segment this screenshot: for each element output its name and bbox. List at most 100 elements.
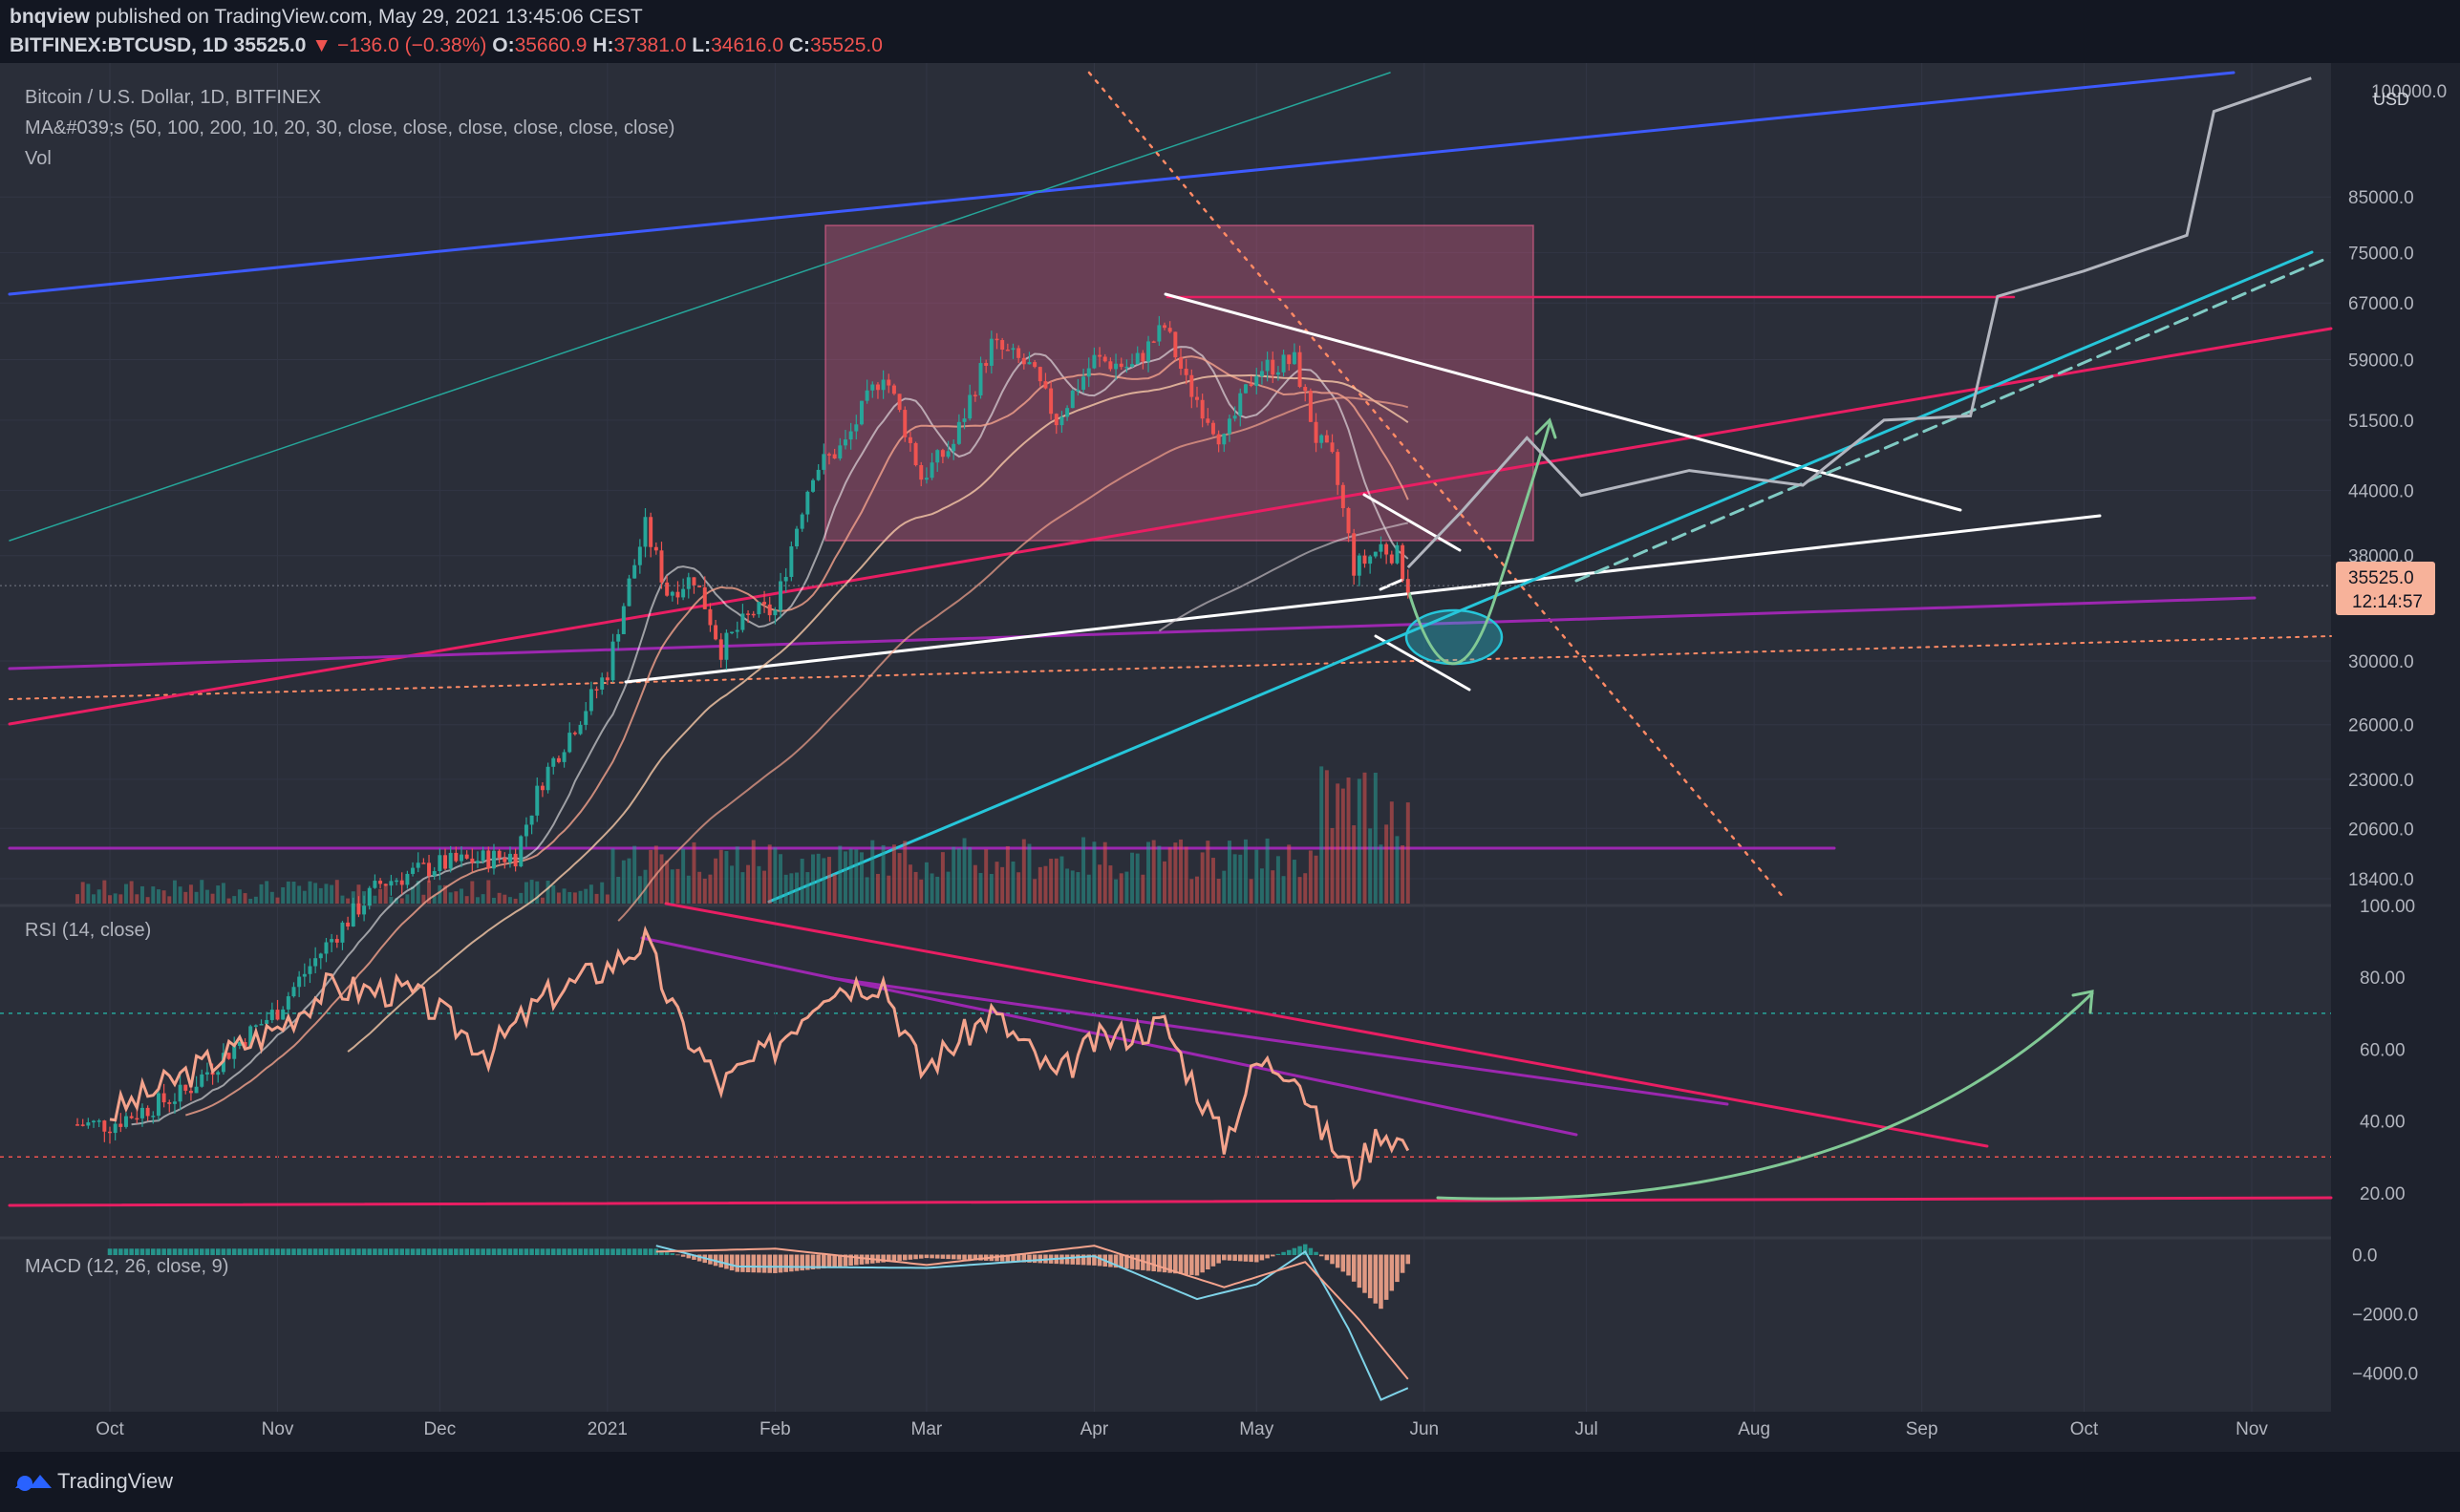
volume-bar — [253, 896, 258, 904]
volume-bar — [1195, 876, 1199, 904]
candle-body — [702, 586, 707, 609]
macd-hist-bar — [367, 1248, 373, 1256]
macd-hist-bar — [995, 1254, 999, 1262]
candle-body — [697, 585, 702, 587]
volume-bar — [248, 898, 253, 904]
volume-bar — [551, 884, 556, 904]
price-candles[interactable] — [75, 315, 1410, 1144]
volume-bar — [1222, 870, 1227, 904]
volume-bar — [96, 889, 101, 904]
volume-bar — [572, 892, 577, 904]
macd-hist-bar — [1383, 1254, 1389, 1300]
candle-body — [1373, 551, 1378, 557]
legend-rsi[interactable]: RSI (14, close) — [25, 920, 151, 941]
candle-body — [919, 465, 924, 480]
macd-hist-bar — [902, 1254, 908, 1261]
trendlines[interactable] — [8, 71, 2333, 1207]
volume-bar — [1119, 873, 1123, 904]
macd-hist-bar — [789, 1254, 794, 1272]
volume-bar — [378, 888, 383, 904]
author[interactable]: bnqview — [10, 6, 91, 28]
macd-hist-bar — [567, 1248, 572, 1256]
chart-canvas[interactable]: 85000.0 75000.0 67000.0 59000.0 51500.0 44000… — [0, 63, 2460, 1452]
macd-hist-bar — [1076, 1254, 1080, 1266]
candle-body — [145, 1107, 150, 1117]
volume-bar — [675, 868, 680, 904]
legend-macd[interactable]: MACD (12, 26, close, 9) — [25, 1256, 228, 1277]
projection-path[interactable] — [1406, 76, 2312, 569]
candle-body — [1362, 555, 1367, 564]
volume-bar — [832, 874, 837, 904]
macd-hist-bar — [464, 1248, 469, 1256]
volume-bar — [1021, 839, 1026, 904]
white-support-line — [624, 514, 2102, 684]
volume-bar — [1005, 845, 1010, 904]
ma-line — [347, 373, 1409, 1053]
volume-bar — [930, 873, 934, 904]
legend-title[interactable]: Bitcoin / U.S. Dollar, 1D, BITFINEX — [25, 87, 321, 108]
macd-hist-bar — [826, 1254, 832, 1268]
volume-bar — [1271, 870, 1275, 904]
candle-body — [632, 564, 637, 579]
tradingview-logo-icon[interactable] — [11, 1469, 55, 1494]
macd-hist-bar — [540, 1248, 545, 1256]
candle-body — [827, 454, 831, 456]
volume-bar — [194, 891, 199, 904]
volume-bar — [513, 898, 518, 904]
candle-body — [470, 858, 475, 863]
candle-body — [584, 711, 588, 725]
candle-body — [718, 639, 723, 660]
macd-hist-bar — [800, 1254, 804, 1271]
candle-body — [567, 733, 572, 753]
macd-hist-bar — [1151, 1254, 1156, 1272]
macd-hist-bar — [324, 1248, 329, 1256]
volume-bar — [838, 845, 843, 904]
candle-body — [887, 379, 891, 386]
macd-hist-bar — [426, 1248, 432, 1256]
volume-bar — [1265, 838, 1270, 904]
candle-body — [443, 855, 448, 869]
candle-body — [80, 1124, 85, 1126]
volume-bar — [865, 877, 869, 904]
candle-body — [779, 581, 783, 611]
candle-body — [594, 689, 599, 691]
time-scale[interactable] — [0, 1412, 2460, 1452]
candle-body — [843, 439, 847, 446]
time-tick-label: May — [1239, 1419, 1273, 1439]
ma-line — [131, 346, 1409, 1126]
volume-bar — [714, 858, 718, 904]
volume-bar — [302, 890, 307, 904]
candle-body — [1167, 328, 1172, 332]
volume-bar — [659, 854, 664, 904]
macd-hist-bar — [599, 1248, 605, 1256]
macd-hist-bar — [545, 1248, 550, 1256]
rsi-tick-label: 80.00 — [2360, 969, 2406, 989]
volume-bar — [491, 897, 496, 904]
legend-ma[interactable]: MA&#039;s (50, 100, 200, 10, 20, 30, clo… — [25, 117, 674, 138]
candle-body — [995, 338, 999, 341]
candle-body — [216, 1072, 221, 1075]
candle-body — [92, 1120, 96, 1123]
macd-hist-bar — [1389, 1254, 1395, 1291]
candle-body — [968, 394, 973, 419]
legend-vol[interactable]: Vol — [25, 148, 52, 169]
last-price-label: 35525.0 — [2348, 568, 2414, 588]
candle-body — [1070, 390, 1075, 409]
volume-bar — [1238, 854, 1243, 904]
macd-hist-bar — [1222, 1254, 1227, 1261]
tradingview-brand[interactable]: TradingView — [57, 1469, 174, 1493]
macd-hist-bar — [399, 1248, 404, 1256]
volume-bar — [470, 881, 475, 904]
price-scale[interactable] — [2331, 63, 2460, 1452]
volume-bar — [1254, 849, 1259, 904]
candle-body — [139, 1107, 144, 1118]
volume-bar — [567, 891, 572, 904]
last-price-badge[interactable]: 35525.0 12:14:57 — [2336, 562, 2435, 615]
candle-body — [1379, 543, 1383, 552]
volume-bar — [881, 844, 886, 904]
candle-body — [1124, 366, 1129, 369]
candle-body — [340, 922, 345, 943]
volume-bar — [702, 878, 707, 904]
macd-hist-bar — [442, 1248, 448, 1256]
macd-hist-bar — [448, 1248, 453, 1256]
